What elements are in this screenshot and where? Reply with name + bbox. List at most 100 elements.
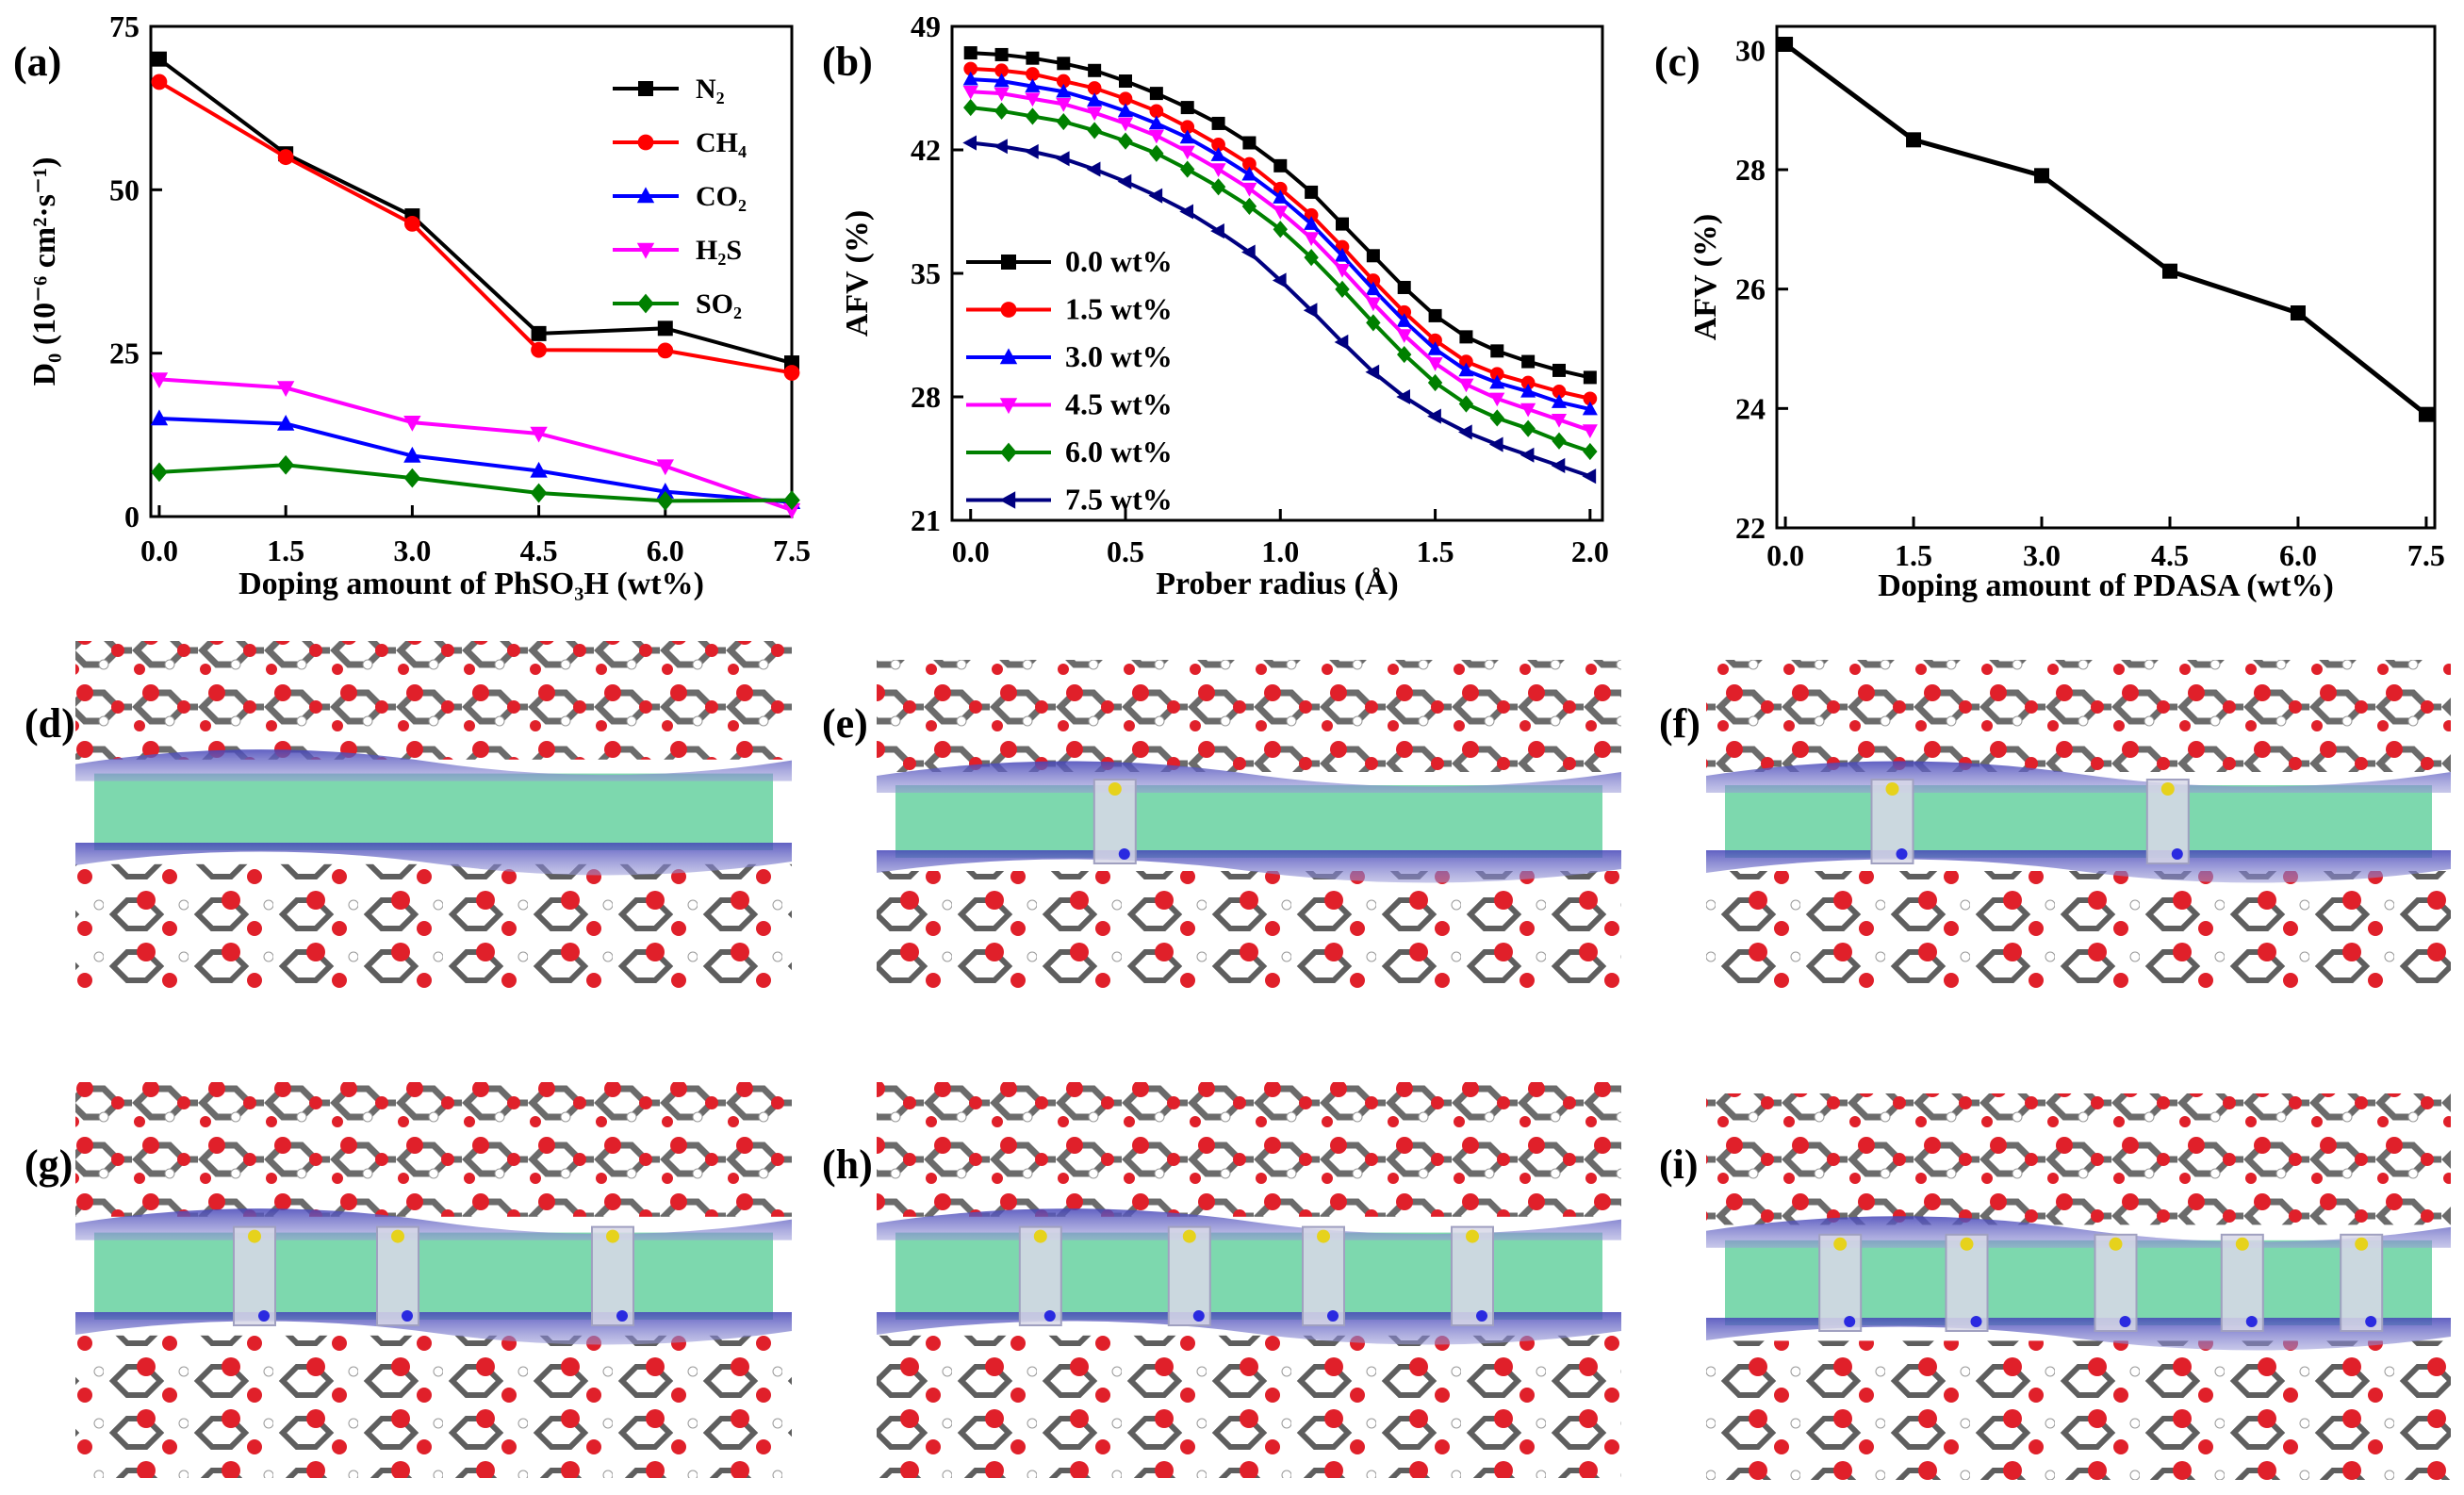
x-tick-label: 1.5	[267, 534, 304, 567]
data-point	[1025, 92, 1041, 107]
data-point	[1396, 388, 1411, 405]
data-point	[1552, 363, 1566, 377]
sulfur-atom	[1960, 1237, 1974, 1251]
data-point	[782, 502, 801, 519]
y-tick-label: 42	[911, 133, 941, 167]
legend-marker	[999, 398, 1018, 415]
legend-marker	[999, 348, 1018, 365]
top-layer	[1706, 1093, 2451, 1225]
series-4	[151, 454, 800, 511]
pillar-molecule	[1302, 1225, 1345, 1326]
data-point	[1458, 395, 1474, 413]
y-tick-label: 49	[911, 9, 941, 43]
data-point	[1180, 101, 1194, 115]
data-point	[962, 135, 977, 151]
y-tick-label: 28	[1735, 153, 1766, 187]
legend-label: 1.5 wt%	[1065, 292, 1173, 326]
pillar-molecule	[1167, 1225, 1211, 1326]
nitrogen-atom	[2245, 1316, 2258, 1327]
chart-a-diffusion-coefficient: 0.0 1.5 3.0 4.5 6.0 7.5 0 25 50 75 Doping amount o…	[27, 9, 811, 601]
data-point	[1397, 280, 1411, 294]
top-surface	[1706, 1216, 2451, 1248]
legend-marker	[1001, 255, 1016, 270]
top-surface	[877, 1208, 1621, 1240]
data-point	[963, 98, 978, 117]
data-point	[530, 426, 548, 443]
data-point	[151, 462, 168, 483]
bottom-layer	[75, 863, 792, 990]
data-point	[1272, 272, 1287, 288]
molecular-structure-e	[877, 660, 1621, 990]
data-point	[1303, 303, 1318, 319]
data-point	[1211, 138, 1225, 152]
nitrogen-atom	[1327, 1310, 1339, 1322]
sulfur-atom	[2355, 1237, 2369, 1251]
y-tick-label: 26	[1735, 272, 1766, 306]
data-point	[276, 414, 295, 431]
panel-label-g: (g)	[25, 1142, 73, 1188]
data-point	[783, 490, 800, 511]
x-tick-label: 1.5	[1895, 538, 1932, 572]
data-point	[1179, 204, 1194, 220]
x-axis-title: Doping amount of PhSO₃H (wt%)	[238, 567, 704, 601]
data-point	[962, 85, 978, 100]
data-point	[1211, 116, 1225, 130]
y-tick-label: 35	[911, 256, 941, 290]
data-point	[150, 372, 169, 388]
top-layer	[75, 1082, 792, 1217]
data-point	[1396, 313, 1412, 327]
molecular-panels	[75, 641, 2451, 1480]
legend-label: 7.5 wt%	[1065, 483, 1173, 517]
legend-marker	[637, 293, 654, 314]
pillar-molecule	[1945, 1233, 1989, 1333]
data-point	[1365, 364, 1380, 380]
data-point	[530, 461, 548, 478]
data-point	[1304, 216, 1320, 230]
data-point	[963, 46, 977, 60]
y-tick-label: 25	[109, 337, 140, 370]
data-point	[1489, 392, 1505, 407]
data-point	[1117, 117, 1134, 132]
data-point	[1304, 249, 1319, 267]
y-tick-label: 24	[1735, 391, 1766, 425]
data-point	[1427, 373, 1443, 392]
bottom-surface	[1706, 1318, 2451, 1351]
data-point	[1582, 401, 1598, 416]
nitrogen-atom	[1043, 1310, 1056, 1322]
nitrogen-atom	[258, 1310, 270, 1322]
series-0	[963, 46, 1597, 385]
data-point	[1026, 51, 1040, 65]
x-tick-label: 0.0	[140, 534, 178, 567]
data-point	[1551, 457, 1566, 474]
sulfur-atom	[391, 1229, 404, 1243]
legend-marker	[638, 81, 653, 96]
sulfur-atom	[1033, 1229, 1047, 1243]
pillar-molecule	[2220, 1233, 2264, 1333]
data-point	[1427, 357, 1443, 371]
data-point	[1180, 160, 1195, 178]
sulfur-atom	[1182, 1229, 1196, 1243]
legend-label: 0.0 wt%	[1065, 244, 1173, 278]
series-line	[158, 463, 793, 503]
molecular-structure-h	[877, 1082, 1621, 1478]
data-point	[2034, 168, 2050, 184]
nitrogen-atom	[2365, 1316, 2377, 1327]
data-point	[1025, 78, 1041, 92]
data-point	[1273, 189, 1289, 204]
x-tick-label: 3.0	[393, 534, 431, 567]
data-point	[1397, 345, 1412, 364]
nitrogen-atom	[1192, 1310, 1205, 1322]
y-tick-label: 75	[109, 9, 140, 43]
series-line	[157, 80, 793, 375]
data-point	[1335, 280, 1350, 298]
x-tick-label: 4.5	[520, 534, 558, 567]
data-point	[1906, 132, 1922, 148]
data-point	[1336, 217, 1349, 231]
data-point	[1242, 156, 1257, 172]
data-point	[1427, 408, 1441, 424]
data-point	[994, 87, 1010, 102]
data-point	[276, 381, 295, 398]
chart-c-afv-vs-pdasa: 0.0 1.5 3.0 4.5 6.0 7.5 22 24 26 28 30 Doping amoun…	[1688, 25, 2445, 603]
legend-label: CH₄	[696, 127, 747, 158]
data-point	[530, 483, 548, 503]
